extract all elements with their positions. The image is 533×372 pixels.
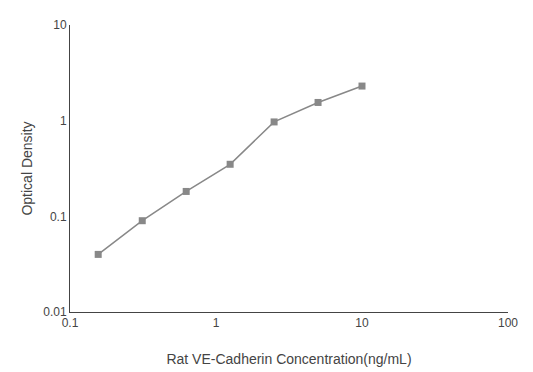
- svg-text:10: 10: [53, 18, 67, 32]
- svg-text:0.1: 0.1: [62, 316, 79, 330]
- svg-text:100: 100: [498, 316, 518, 330]
- svg-text:0.01: 0.01: [43, 305, 67, 319]
- svg-text:10: 10: [355, 316, 369, 330]
- svg-text:Optical Density: Optical Density: [19, 121, 35, 215]
- svg-text:0.1: 0.1: [50, 210, 67, 224]
- svg-text:Rat VE-Cadherin Concentration(: Rat VE-Cadherin Concentration(ng/mL): [166, 351, 411, 367]
- svg-text:1: 1: [60, 114, 67, 128]
- svg-text:1: 1: [213, 316, 220, 330]
